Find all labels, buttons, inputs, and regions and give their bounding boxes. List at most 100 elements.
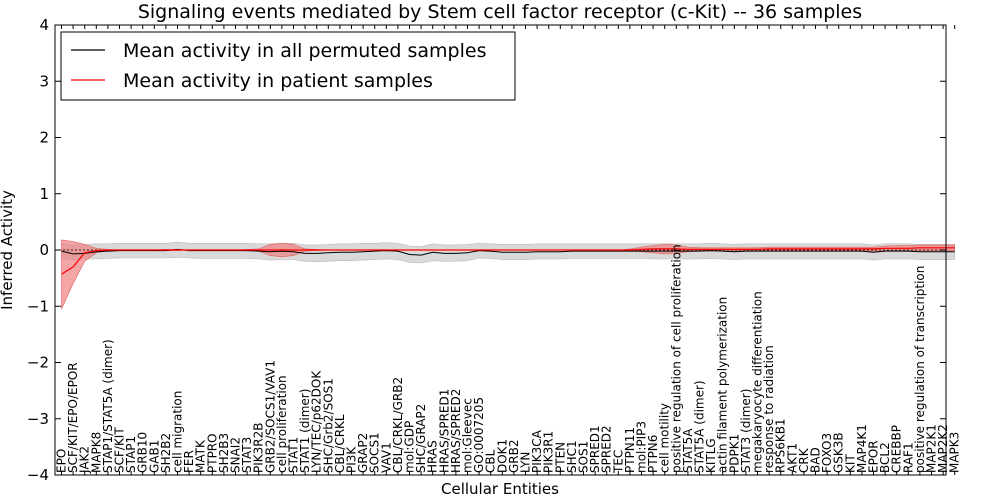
x-tick-label: SH2B2 <box>159 433 173 473</box>
x-tick-label: SHC/GRAP2 <box>414 404 428 473</box>
x-tick-label: CBL/CRKL/GRB2 <box>391 377 405 473</box>
x-tick-label: positive regulation of transcription <box>913 266 927 473</box>
x-tick-label: STAT5A <box>681 428 695 473</box>
x-tick-label: mol:GDP <box>403 421 417 473</box>
x-tick-label: GRB10 <box>136 432 150 473</box>
plot-frame <box>54 24 947 476</box>
x-tick-label: mol:PIP3 <box>635 421 649 473</box>
x-tick-label: SOS1 <box>577 441 591 473</box>
x-tick-label: LYN/TEC/p62DOK <box>310 370 324 473</box>
x-tick-label: BCL2 <box>878 442 892 473</box>
x-tick-label: positive regulation of cell proliferatio… <box>669 244 683 473</box>
x-tick-label: FER <box>182 450 196 473</box>
x-tick-label: EPO <box>55 449 69 473</box>
x-tick-label: MAP4K1 <box>855 424 869 473</box>
x-tick-label: GO:0007205 <box>472 397 486 473</box>
y-tick-label: −3 <box>27 410 49 428</box>
x-tick-label: STAT5A (dimer) <box>693 380 707 473</box>
x-tick-label: GRB2/SOCS1/VAV1 <box>263 360 277 473</box>
y-tick-label: 4 <box>39 16 49 34</box>
y-tick-label: −4 <box>27 466 49 484</box>
line-patient <box>61 247 955 275</box>
y-tick-label: −1 <box>27 297 49 315</box>
axis-ticks <box>55 24 956 476</box>
x-tick-label: PIK3CA <box>530 429 544 473</box>
x-tick-label: STAP1 <box>124 436 138 473</box>
x-tick-label: megakaryocyte differentiation <box>751 291 765 473</box>
x-tick-label: STAT1 <box>287 437 301 473</box>
y-tick-labels: −4 −3 −2 −1 0 1 2 3 4 <box>27 16 49 484</box>
x-tick-label: CBL/CRKL <box>333 414 347 473</box>
x-tick-label: PI3K <box>345 446 359 473</box>
legend-label-patient: Mean activity in patient samples <box>123 70 433 92</box>
x-tick-label: DOK1 <box>495 439 509 473</box>
legend: Mean activity in all permuted samples Me… <box>60 31 516 101</box>
y-tick-label: −2 <box>27 354 49 372</box>
series-lines <box>61 247 955 275</box>
x-tick-label: MAPK8 <box>89 432 103 473</box>
x-tick-label: SHC1 <box>565 440 579 473</box>
x-tick-label: response to radiation <box>762 345 776 473</box>
x-tick-label: PIK3R2B <box>252 423 266 473</box>
x-tick-label: CRK <box>797 447 811 473</box>
x-tick-label: PTEN <box>553 442 567 473</box>
y-tick-label: 0 <box>39 241 49 259</box>
y-tick-label: 1 <box>39 185 49 203</box>
x-tick-label: MAP2K2 <box>936 424 950 473</box>
x-tick-label: STAT1 (dimer) <box>298 389 312 473</box>
x-tick-label: PIK3R1 <box>542 431 556 473</box>
x-tick-label: STAT3 <box>240 437 254 473</box>
y-tick-label: 2 <box>39 129 49 147</box>
x-tick-label: SCF/KIT/EPO/EPOR <box>66 362 80 473</box>
x-tick-label: GRAP2 <box>356 433 370 473</box>
x-tick-label: EPOR <box>867 440 881 473</box>
x-tick-label: HRAS/SPRED1 <box>437 389 451 473</box>
x-tick-labels: EPOSCF/KIT/EPO/EPORJAK2MAPK8STAP1/STAT5A… <box>55 244 962 474</box>
x-tick-label: JAK2 <box>78 446 92 474</box>
y-axis-label: Inferred Activity <box>0 190 16 310</box>
x-tick-label: cell motility <box>658 403 672 473</box>
x-tick-label: VAV1 <box>379 442 393 473</box>
x-tick-label: MATK <box>194 439 208 473</box>
x-tick-label: mol:Gleevec <box>461 398 475 473</box>
x-tick-label: HRAS <box>426 440 440 473</box>
x-tick-label: PTPRO <box>205 433 219 473</box>
x-tick-label: BAD <box>809 447 823 473</box>
x-tick-label: MAP2K1 <box>925 424 939 473</box>
x-tick-label: SHC/Grb2/SOS1 <box>321 378 335 473</box>
x-tick-label: GRB2 <box>507 439 521 473</box>
x-tick-label: SNAI2 <box>229 437 243 473</box>
y-tick-label: 3 <box>39 72 49 90</box>
x-tick-label: RAF1 <box>901 442 915 473</box>
x-tick-label: SPRED2 <box>600 425 614 473</box>
x-tick-label: HRAS/SPRED2 <box>449 389 463 473</box>
x-tick-label: AKT1 <box>785 443 799 473</box>
x-tick-label: SH2B3 <box>217 433 231 473</box>
plot-area <box>55 239 955 310</box>
x-tick-label: SOCS1 <box>368 432 382 473</box>
x-tick-label: PTPN11 <box>623 427 637 473</box>
x-tick-label: KIT <box>843 454 857 473</box>
x-tick-label: LYN <box>519 452 533 473</box>
x-tick-label: TEC <box>611 450 625 474</box>
x-tick-label: cell proliferation <box>275 375 289 473</box>
x-tick-label: MAPK3 <box>948 432 962 473</box>
legend-box <box>60 31 516 101</box>
x-tick-label: STAT3 (dimer) <box>739 389 753 473</box>
x-axis-label: Cellular Entities <box>441 480 559 498</box>
x-tick-label: SCF/KIT <box>113 427 127 473</box>
x-tick-label: actin filament polymerization <box>716 297 730 473</box>
x-tick-label: PTPN6 <box>646 435 660 473</box>
x-tick-label: GAB1 <box>147 440 161 473</box>
x-tick-label: STAP1/STAT5A (dimer) <box>101 339 115 473</box>
x-tick-label: FOXO3 <box>820 433 834 473</box>
chart-title: Signaling events mediated by Stem cell f… <box>138 1 862 23</box>
x-tick-label: CBL <box>484 449 498 473</box>
x-tick-label: GSK3B <box>832 432 846 473</box>
legend-label-permuted: Mean activity in all permuted samples <box>123 40 486 62</box>
x-tick-label: SPRED1 <box>588 425 602 473</box>
x-tick-label: CREBBP <box>890 425 904 473</box>
x-tick-label: cell migration <box>171 391 185 473</box>
x-tick-label: PDPK1 <box>727 434 741 473</box>
